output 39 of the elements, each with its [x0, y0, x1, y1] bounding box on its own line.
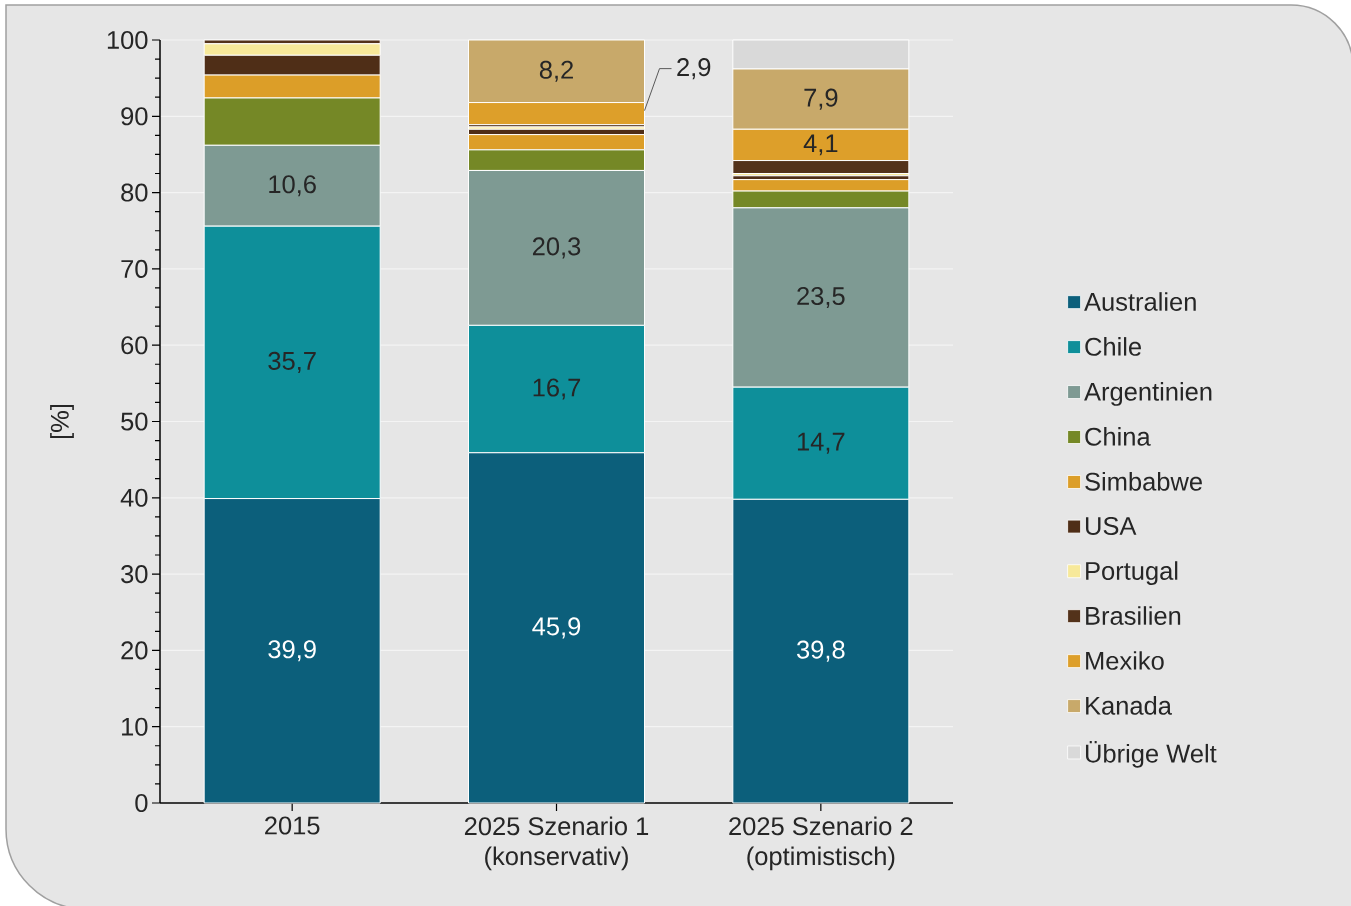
y-tick-label: 20	[121, 641, 148, 660]
data-label: 20,3	[532, 237, 581, 259]
legend-label: Mexiko	[1086, 651, 1164, 670]
legend-label: USA	[1085, 516, 1137, 535]
data-label: 10,6	[269, 175, 316, 197]
y-tick-label: 50	[121, 412, 148, 431]
legend-label: Chile	[1085, 337, 1141, 356]
legend-label: Portugal	[1086, 561, 1178, 585]
y-tick-label: 90	[121, 107, 148, 126]
data-label: 8,2	[539, 60, 573, 82]
x-tick-label: 2025 Szenario 2 (optimistisch)	[729, 816, 913, 871]
data-label: 14,7	[797, 432, 845, 454]
y-tick-label: 40	[120, 488, 148, 507]
legend-label: China	[1085, 427, 1151, 446]
y-tick-label: 70	[121, 259, 148, 278]
y-axis-title: [%]	[50, 404, 74, 439]
data-label: 39,8	[797, 640, 845, 662]
y-tick-label: 0	[135, 793, 148, 813]
y-tick-label: 30	[121, 565, 148, 584]
y-tick-label: 60	[121, 336, 148, 355]
legend-label: Australien	[1084, 292, 1196, 311]
y-tick-label: 100	[107, 30, 148, 50]
data-label: 45,9	[532, 617, 581, 639]
legend-label: Brasilien	[1086, 606, 1181, 625]
y-tick-label: 10	[122, 717, 148, 736]
data-label: 4,1	[803, 134, 838, 156]
legend-label: Argentinien	[1084, 382, 1212, 406]
data-label: 23,5	[797, 286, 845, 309]
x-tick-label: 2025 Szenario 1 (konservativ)	[464, 816, 649, 871]
x-tick-label: 2015	[265, 816, 320, 835]
data-label: 35,7	[268, 351, 316, 373]
legend-label: Simbabwe	[1085, 471, 1202, 491]
data-label: 2,9	[677, 58, 711, 80]
data-label: 39,9	[268, 640, 316, 662]
y-tick-label: 80	[121, 183, 148, 202]
legend-label: Übrige Welt	[1085, 741, 1217, 768]
legend-label: Kanada	[1086, 696, 1172, 715]
data-label: 16,7	[533, 378, 581, 400]
data-label: 7,9	[804, 88, 838, 110]
